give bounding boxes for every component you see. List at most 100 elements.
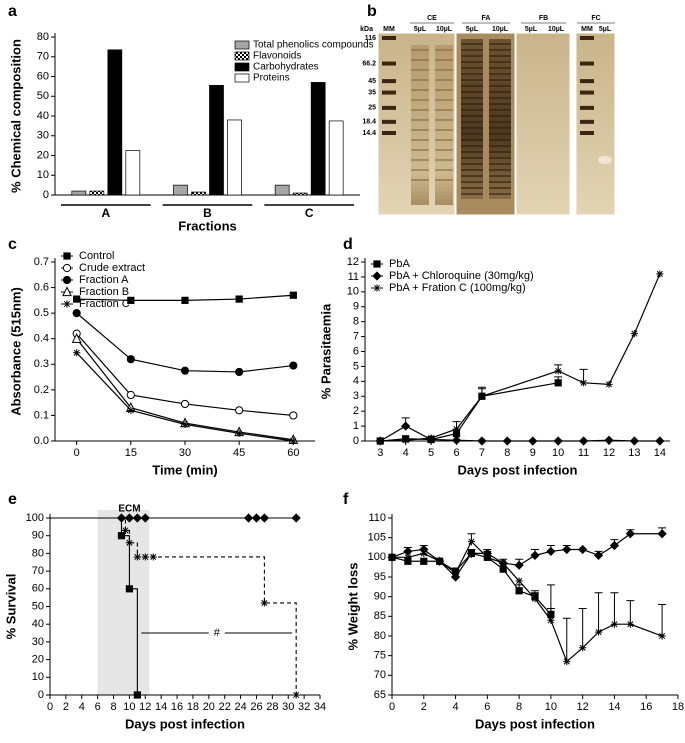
y-tick-label: 90 xyxy=(32,530,44,542)
band xyxy=(461,67,483,69)
marker xyxy=(604,435,614,445)
x-tick-label: 6 xyxy=(95,701,101,713)
band xyxy=(461,49,483,51)
x-tick-label: 8 xyxy=(504,447,510,459)
band xyxy=(461,55,483,57)
marker xyxy=(655,436,665,446)
legend-marker xyxy=(373,260,381,268)
x-tick-label: 12 xyxy=(603,447,615,459)
legend-label: Crude extract xyxy=(79,262,145,274)
y-axis-label: Absorbance (515nm) xyxy=(8,287,23,416)
marker xyxy=(578,544,588,555)
marker xyxy=(609,540,620,551)
band xyxy=(435,139,453,141)
marker xyxy=(477,436,487,446)
legend-label: PbA + Fration C (100mg/kg) xyxy=(389,282,526,294)
y-tick-label: 10 xyxy=(32,671,44,683)
x-tick-label: 7 xyxy=(479,447,485,459)
marker-band xyxy=(382,61,396,66)
marker xyxy=(630,330,639,338)
band xyxy=(489,55,511,57)
x-tick-label: C xyxy=(305,206,314,220)
gel-axis-label: kDa xyxy=(360,26,373,33)
marker xyxy=(289,361,298,370)
lane xyxy=(411,45,429,205)
y-tick-label: 8 xyxy=(353,316,359,328)
marker xyxy=(180,399,190,409)
x-tick-label: A xyxy=(101,206,110,220)
marker xyxy=(141,553,149,561)
y-tick-label: 40 xyxy=(32,618,44,630)
marker xyxy=(376,437,384,445)
band xyxy=(489,163,511,165)
marker xyxy=(127,296,135,304)
marker xyxy=(243,513,254,523)
marker xyxy=(467,538,476,546)
x-tick-label: 15 xyxy=(125,447,137,459)
x-tick-label: 45 xyxy=(233,447,245,459)
y-tick-label: 2 xyxy=(353,405,359,417)
band xyxy=(461,73,483,75)
marker-band xyxy=(580,105,594,110)
band xyxy=(411,59,429,61)
group-label: CE xyxy=(427,15,437,22)
y-tick-label: 0.2 xyxy=(34,384,49,396)
marker xyxy=(515,577,523,585)
band xyxy=(489,187,511,189)
marker xyxy=(133,553,141,561)
y-tick-label: 100 xyxy=(26,512,44,524)
x-tick-label: 10 xyxy=(123,701,135,713)
marker xyxy=(483,553,491,561)
marker xyxy=(235,406,244,415)
x-tick-label: 34 xyxy=(314,701,326,713)
x-axis-label: Days post infection xyxy=(475,716,595,731)
lane-label: 5µL xyxy=(599,26,612,33)
marker xyxy=(502,436,512,446)
x-tick-label: 0 xyxy=(47,701,53,713)
x-tick-label: 4 xyxy=(452,701,458,713)
band xyxy=(411,99,429,101)
x-tick-label: 8 xyxy=(110,701,116,713)
legend-label: Carbohydrates xyxy=(253,62,319,73)
marker xyxy=(180,366,190,375)
band xyxy=(461,151,483,153)
error-bar xyxy=(594,592,603,633)
group-label: FC xyxy=(591,15,600,22)
y-tick-label: 95 xyxy=(374,571,386,583)
marker xyxy=(578,436,589,446)
band xyxy=(461,133,483,135)
bar xyxy=(310,82,326,196)
legend-label: PbA xyxy=(389,258,410,270)
legend-marker xyxy=(373,284,381,292)
marker xyxy=(117,532,126,540)
x-tick-label: 24 xyxy=(234,701,246,713)
bar xyxy=(89,190,105,196)
x-tick-label: 9 xyxy=(530,447,536,459)
marker xyxy=(562,544,572,555)
marker-label: 66.2 xyxy=(362,60,376,67)
error-bar xyxy=(546,584,555,621)
y-tick-label: 10 xyxy=(37,169,49,181)
bar xyxy=(125,150,141,196)
band xyxy=(411,149,429,151)
marker xyxy=(259,513,270,523)
band xyxy=(461,91,483,93)
bar xyxy=(274,184,290,196)
marker xyxy=(547,616,555,624)
band xyxy=(461,127,483,129)
marker xyxy=(401,421,411,431)
band xyxy=(435,79,453,81)
shaded-region xyxy=(97,510,150,695)
x-tick-label: 2 xyxy=(63,701,69,713)
series-line xyxy=(380,273,661,442)
y-tick-label: 12 xyxy=(347,256,359,268)
series-line xyxy=(391,552,552,615)
annotation: # xyxy=(214,627,221,639)
series-line xyxy=(76,312,294,373)
y-axis-label: % Parasitaemia xyxy=(318,303,333,399)
lane xyxy=(435,45,453,205)
marker xyxy=(125,585,134,593)
marker xyxy=(626,620,634,628)
marker-label: 18.4 xyxy=(362,119,376,126)
